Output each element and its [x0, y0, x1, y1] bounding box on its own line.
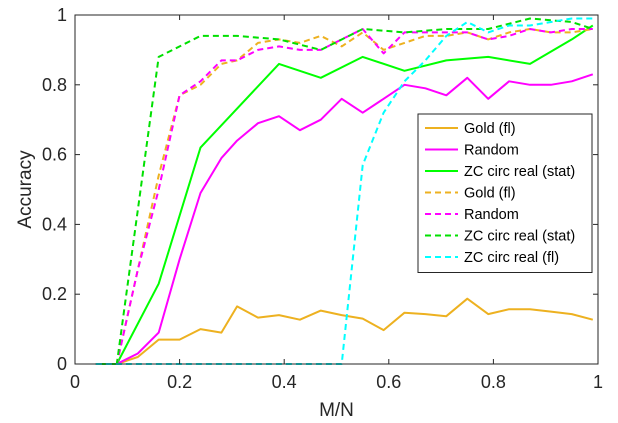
legend-entry-label: Random — [464, 143, 519, 159]
y-tick-label: 0.6 — [42, 145, 67, 165]
series-layer — [95, 17, 594, 365]
legend-entry-label: Random — [464, 207, 519, 223]
series-line-2 — [95, 73, 594, 365]
legend-entry-label: ZC circ real (stat) — [464, 229, 575, 245]
series-line-1 — [95, 297, 594, 365]
x-axis-label: M/N — [319, 400, 354, 421]
axes-box — [74, 14, 599, 365]
y-tick-label: 0.4 — [42, 214, 67, 234]
legend-entry-label: Gold (fl) — [464, 186, 516, 202]
x-tick-label: 0 — [70, 372, 80, 392]
series-line-6 — [95, 17, 594, 365]
y-axis-label: Accuracy — [15, 150, 36, 229]
legend-entry-label: Gold (fl) — [464, 121, 516, 137]
x-tick-label: 0.2 — [167, 372, 192, 392]
x-tick-label: 0.6 — [376, 372, 401, 392]
y-tick-label: 1 — [57, 5, 67, 25]
x-tick-label: 0.4 — [272, 372, 297, 392]
series-line-4 — [95, 28, 593, 365]
x-tick-label: 1 — [593, 372, 603, 392]
series-line-3 — [95, 24, 594, 365]
x-tick-label: 0.8 — [481, 372, 506, 392]
y-tick-label: 0.2 — [42, 284, 67, 304]
y-tick-label: 0 — [57, 354, 67, 374]
y-tick-label: 0.8 — [42, 75, 67, 95]
legend-entry-label: ZC circ real (stat) — [464, 164, 575, 180]
ticks-layer: 0 0.2 0.4 0.6 0.8 1 0 0.2 0.4 0.6 0.8 1 — [42, 5, 603, 392]
legend: Gold (fl) Random ZC circ real (stat) Gold (… — [417, 113, 593, 273]
legend-entry-label: ZC circ real (fl) — [464, 250, 559, 266]
